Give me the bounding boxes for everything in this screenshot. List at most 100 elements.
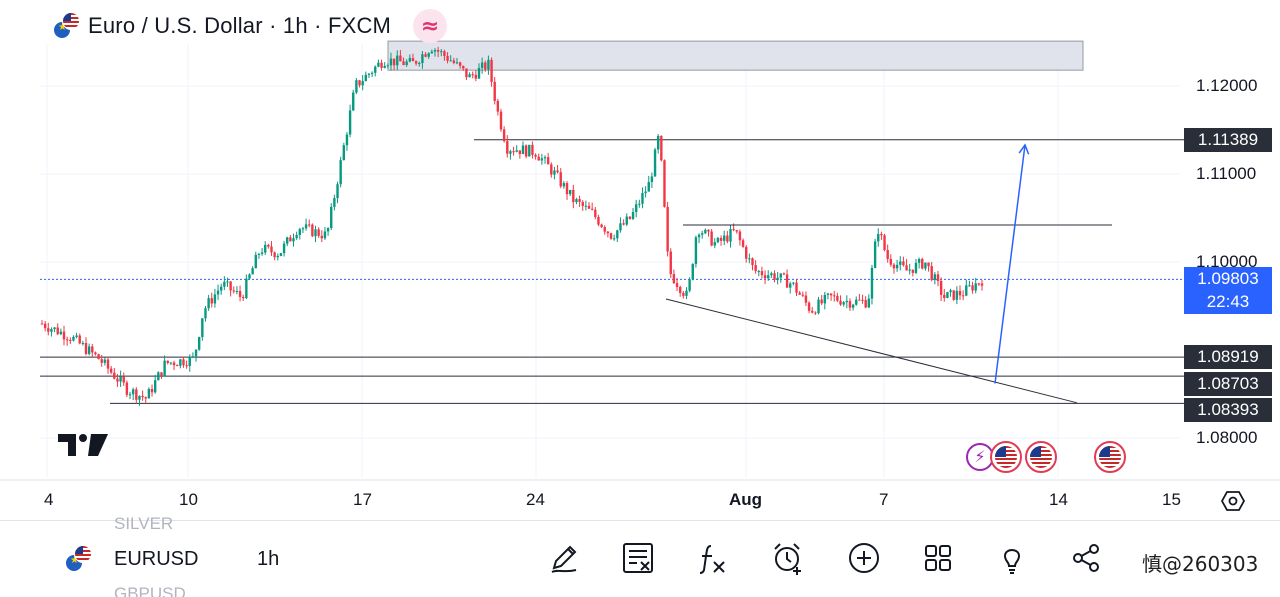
candle-body [53,327,56,330]
time-tick-month: Aug [729,490,763,509]
current-price-label[interactable]: 1.09803 22:43 [1184,267,1272,314]
candle-body [490,59,493,82]
candle-body [304,224,308,229]
ideas-icon[interactable] [994,540,1030,576]
candle-body [251,268,254,275]
candle-body [386,65,390,67]
candle-body [264,244,267,253]
candle-body [175,365,179,367]
candle-body [47,328,50,332]
candle-body [980,283,984,286]
candle-body [135,389,138,400]
indicators-icon[interactable] [694,540,730,576]
candle-body [364,74,368,82]
candle-body [886,249,889,259]
candle-body [839,300,842,305]
candle-body [594,209,597,217]
us-event-icon[interactable] [1025,441,1057,473]
candle-body [704,229,707,234]
candle-body [314,229,317,237]
candle-body [207,298,210,309]
candle-body [182,359,185,366]
candle-body [282,243,286,254]
symbol-selector[interactable]: EURUSD [114,548,199,570]
candle-body [581,201,584,206]
share-icon[interactable] [1068,540,1104,576]
candle-body [528,144,531,157]
candle-body [292,238,295,242]
candle-body [223,281,226,287]
candle-body [578,199,581,202]
candle-body [308,224,311,226]
resistance-zone[interactable] [387,40,1084,71]
candle-body [911,269,915,273]
candle-body [330,206,333,229]
candle-body [631,211,635,219]
us-event-icon[interactable] [990,441,1022,473]
candle-body [191,356,195,358]
candle-body [829,293,833,296]
candle-body [355,80,358,93]
candle-body [609,233,613,239]
price-tick: 1.12000 [1196,76,1258,95]
candle-body [471,74,474,76]
candle-body [873,241,877,268]
price-tick: 1.10000 [1196,252,1258,271]
projection-arrow-line [994,144,1026,384]
chart-header[interactable]: Euro / U.S. Dollar · 1h · FXCM ≈ [52,8,448,44]
candle-body [311,224,314,237]
price-chart[interactable] [0,0,1280,520]
candle-body [424,54,427,57]
candle-body [848,300,852,308]
candle-body [150,388,154,393]
candle-body [823,294,827,304]
candle-body [279,253,283,256]
candle-body [509,151,512,154]
level-label-s3[interactable]: 1.08393 [1184,398,1272,422]
candle-body [383,65,386,68]
candle-body [572,189,575,203]
candle-body [216,290,220,295]
time-tick: 15 [1162,490,1181,509]
chart-settings-icon[interactable] [1221,489,1245,513]
candle-body [125,382,129,395]
chart-title[interactable]: Euro / U.S. Dollar · 1h · FXCM [88,13,392,38]
candle-body [361,81,364,86]
candle-body [675,283,679,287]
candle-body [845,300,849,303]
candle-body [521,145,525,155]
candle-body [138,395,141,400]
candle-body [836,295,839,301]
projection-arrow-head [1018,143,1030,155]
lightning-event-icon[interactable]: ⚡ [966,443,994,471]
add-icon[interactable] [846,540,882,576]
interval-selector[interactable]: 1h [257,548,280,570]
price-tick: 1.08000 [1196,428,1258,447]
candle-body [440,51,443,53]
us-event-icon[interactable] [1094,441,1126,473]
candle-body [396,55,399,66]
candle-body [741,240,745,247]
layout-icon[interactable] [920,540,956,576]
candle-body [773,273,776,280]
candle-body [842,302,845,305]
draw-icon[interactable] [546,540,582,576]
candle-body [628,216,632,219]
candle-body [575,199,578,203]
candle-body [512,151,515,153]
candle-body [713,242,716,246]
candle-body [540,158,544,161]
candle-body [257,253,261,255]
wave-icon[interactable]: ≈ [413,9,448,43]
object-tree-icon[interactable] [620,540,656,576]
level-label-s1[interactable]: 1.08919 [1184,345,1272,369]
toolbar-divider [0,520,1280,521]
level-label-upper[interactable]: 1.11389 [1184,128,1272,152]
candle-body [524,145,528,157]
candle-body [43,323,47,329]
candle-body [103,359,107,363]
level-label-s2[interactable]: 1.08703 [1184,372,1272,396]
alert-icon[interactable] [770,540,806,576]
candle-body [172,362,176,366]
candle-body [612,238,616,240]
